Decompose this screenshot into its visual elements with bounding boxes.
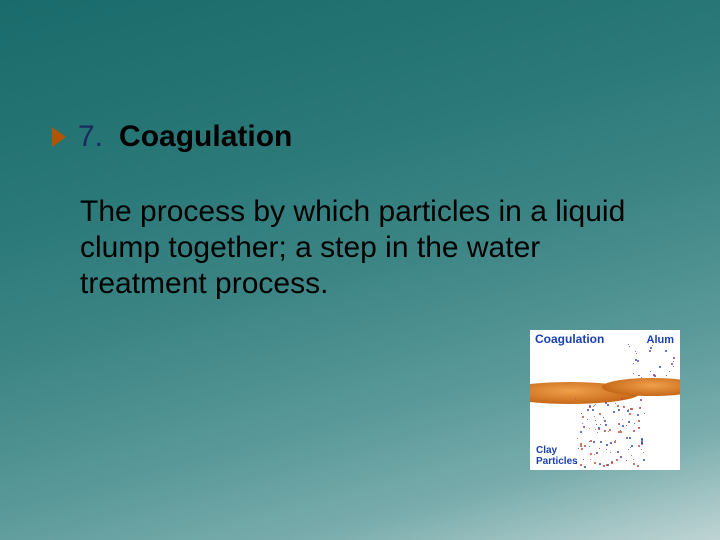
title-line: 7. Coagulation bbox=[60, 120, 660, 154]
label-alum: Alum bbox=[647, 334, 675, 346]
bullet-icon bbox=[52, 127, 66, 147]
slide-title: Coagulation bbox=[119, 120, 292, 154]
diagram: Coagulation Alum Clay Particles bbox=[530, 330, 680, 470]
slide-number: 7. bbox=[78, 120, 103, 154]
slide: 7. Coagulation The process by which part… bbox=[0, 0, 720, 540]
label-coagulation: Coagulation bbox=[535, 332, 604, 346]
slide-body: The process by which particles in a liqu… bbox=[80, 194, 660, 302]
label-clay-l2: Particles bbox=[536, 456, 578, 467]
label-clay: Clay Particles bbox=[536, 446, 578, 467]
label-clay-l1: Clay bbox=[536, 445, 557, 456]
